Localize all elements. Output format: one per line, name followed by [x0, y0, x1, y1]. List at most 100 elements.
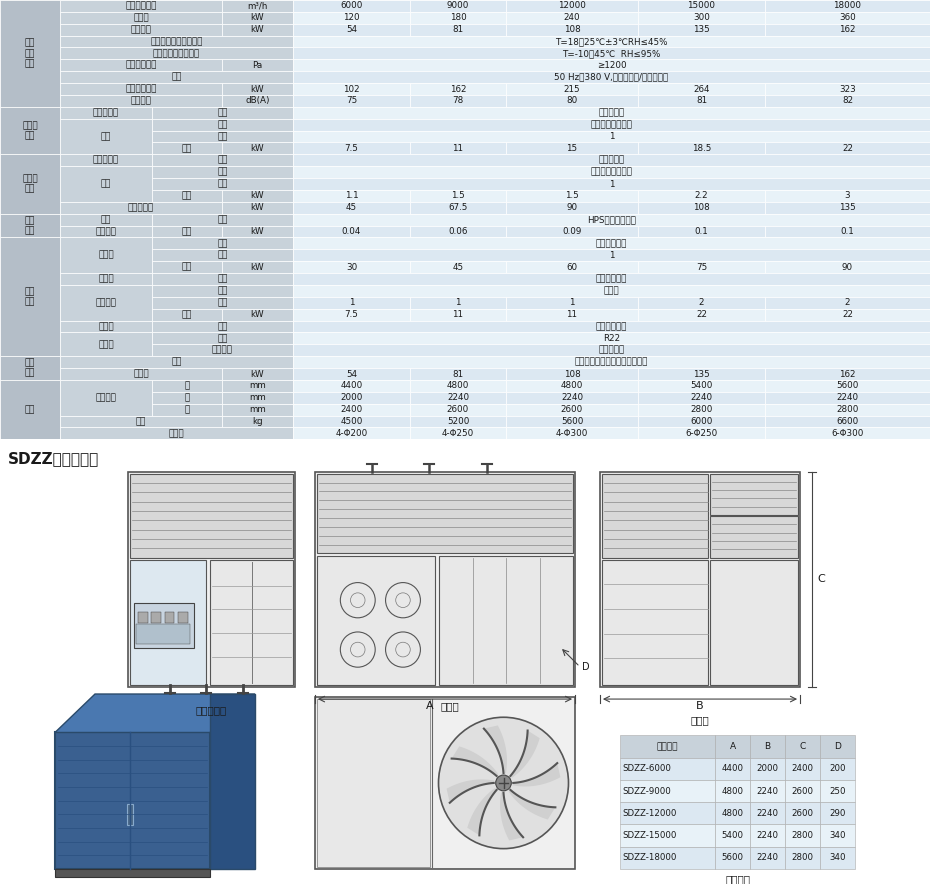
Text: 2600: 2600 — [791, 787, 814, 796]
Bar — [152, 380, 222, 392]
Bar — [293, 285, 930, 297]
Text: 2800: 2800 — [836, 405, 858, 415]
Bar — [765, 415, 930, 428]
Text: mm: mm — [249, 381, 266, 391]
Text: 再生风
系统: 再生风 系统 — [22, 174, 38, 194]
Text: 5400: 5400 — [690, 381, 712, 391]
Bar — [506, 309, 638, 321]
Text: dB(A): dB(A) — [246, 96, 270, 105]
Text: 340: 340 — [830, 853, 845, 862]
Text: mm: mm — [249, 405, 266, 415]
Bar — [222, 309, 293, 321]
Text: 0.09: 0.09 — [563, 227, 581, 236]
Polygon shape — [509, 790, 555, 819]
Bar — [506, 428, 638, 439]
Bar — [60, 321, 152, 332]
Bar — [152, 178, 293, 190]
Bar — [750, 758, 785, 780]
Text: 2240: 2240 — [756, 853, 778, 862]
Bar — [152, 345, 293, 356]
Text: 2240: 2240 — [756, 809, 778, 818]
Bar — [820, 825, 855, 847]
Bar — [293, 273, 930, 285]
Bar — [222, 380, 293, 392]
Text: 其他: 其他 — [25, 405, 35, 415]
Text: 4400: 4400 — [340, 381, 363, 391]
Text: 主要尺寸: 主要尺寸 — [725, 874, 750, 884]
Text: B: B — [697, 701, 704, 711]
Bar — [600, 472, 800, 687]
Bar — [715, 825, 750, 847]
Text: 1.5: 1.5 — [565, 192, 578, 201]
Bar — [293, 72, 930, 83]
Text: 2600: 2600 — [791, 809, 814, 818]
Bar — [152, 107, 293, 118]
Text: SDZZ-15000: SDZZ-15000 — [622, 831, 676, 840]
Bar — [638, 297, 765, 309]
Bar — [60, 380, 152, 415]
Text: 冷凝器: 冷凝器 — [99, 275, 113, 284]
Text: A: A — [426, 701, 433, 711]
Bar — [293, 238, 930, 249]
Bar — [136, 624, 190, 644]
Bar — [410, 190, 506, 202]
Bar — [0, 155, 60, 214]
Bar — [765, 428, 930, 439]
Text: 180: 180 — [449, 13, 466, 22]
Text: kW: kW — [251, 192, 264, 201]
Bar — [152, 166, 293, 178]
Text: 热力膨胀阀: 热力膨胀阀 — [598, 346, 625, 354]
Bar — [60, 59, 222, 72]
Text: 空气过滤器: 空气过滤器 — [93, 109, 119, 118]
Bar — [293, 262, 410, 273]
Bar — [506, 83, 638, 95]
Bar — [750, 825, 785, 847]
Polygon shape — [452, 746, 498, 776]
Text: 类型: 类型 — [218, 286, 228, 295]
Text: 类型: 类型 — [218, 322, 228, 331]
Bar — [0, 380, 60, 439]
Bar — [152, 225, 222, 238]
Bar — [506, 142, 638, 155]
Text: 2000: 2000 — [340, 393, 363, 402]
Bar — [152, 190, 222, 202]
Bar — [785, 802, 820, 825]
Text: SDZZ-6000: SDZZ-6000 — [622, 765, 671, 774]
Text: ≥1200: ≥1200 — [597, 61, 626, 70]
Bar — [710, 560, 798, 685]
Bar — [506, 0, 638, 11]
Bar — [60, 225, 152, 238]
Text: 功率: 功率 — [181, 192, 193, 201]
Text: 67.5: 67.5 — [448, 203, 468, 212]
Bar — [222, 202, 293, 214]
Text: 75: 75 — [696, 263, 707, 271]
Bar — [410, 404, 506, 415]
Bar — [765, 404, 930, 415]
Text: 1: 1 — [349, 298, 354, 308]
Bar — [222, 24, 293, 35]
Bar — [638, 380, 765, 392]
Text: 4-Φ250: 4-Φ250 — [442, 429, 474, 438]
Text: 108: 108 — [564, 370, 580, 378]
Bar — [506, 404, 638, 415]
Bar — [765, 0, 930, 11]
Text: 60: 60 — [566, 263, 578, 271]
Bar — [60, 11, 222, 24]
Bar — [765, 190, 930, 202]
Bar — [293, 190, 410, 202]
Text: 78: 78 — [452, 96, 464, 105]
Bar — [60, 368, 222, 380]
Bar — [293, 332, 930, 345]
Text: A: A — [729, 742, 736, 751]
Text: 压缩机: 压缩机 — [99, 251, 113, 260]
Text: 转轮: 转轮 — [100, 215, 112, 225]
Text: 1: 1 — [609, 132, 614, 141]
Text: 2240: 2240 — [561, 393, 583, 402]
Bar — [439, 555, 573, 685]
Text: m³/h: m³/h — [247, 2, 268, 11]
Bar — [152, 118, 293, 131]
Text: 加热
系统: 加热 系统 — [25, 358, 35, 377]
Bar — [293, 356, 930, 368]
Bar — [165, 612, 175, 623]
Text: 半封闭螺杆式: 半封闭螺杆式 — [596, 239, 627, 248]
